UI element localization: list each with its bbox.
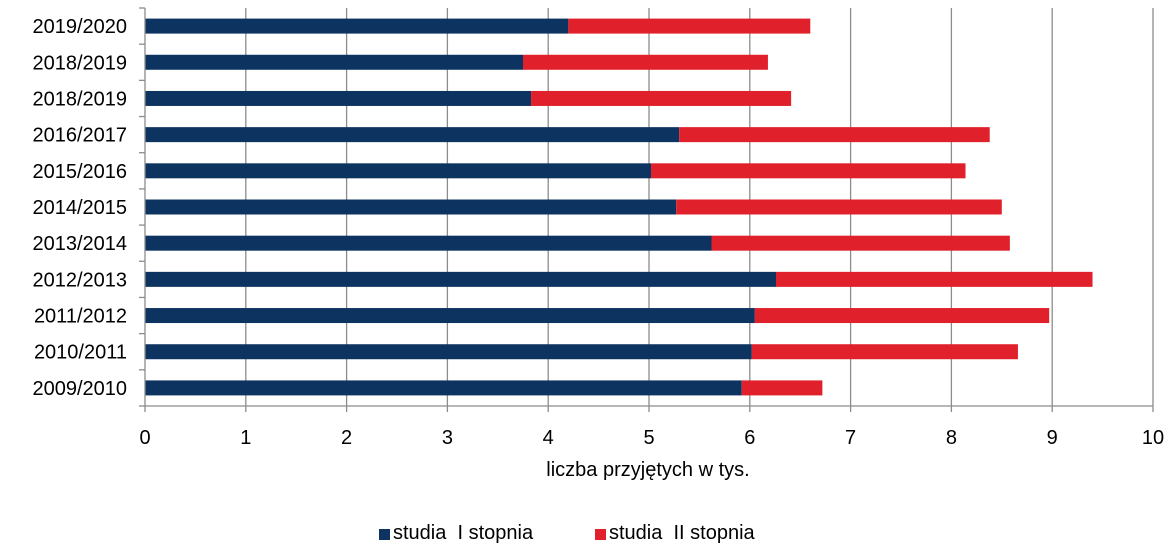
- bar-series1-2010/2011: [145, 344, 752, 360]
- y-tick-label: 2010/2011: [34, 342, 127, 364]
- bar-series1-2011/2012: [145, 308, 755, 324]
- bar-series2-2019/2020: [568, 18, 811, 34]
- bar-series1-2012/2013: [145, 271, 777, 287]
- bar-series2-2014/2015: [676, 199, 1002, 215]
- bar-series2-2010/2011: [751, 344, 1018, 360]
- bar-series1-2014/2015: [145, 199, 677, 215]
- x-tick-labels: 0 1 2 3 4 5 6 7 8 9 10: [139, 427, 1164, 449]
- bar-series1-2018/2019: [145, 54, 523, 70]
- y-tick-label: 2013/2014: [32, 233, 127, 255]
- bar-series2-2015/2016: [651, 163, 966, 179]
- x-tick-label-2: 2: [341, 427, 352, 449]
- y-tick-label: 2015/2016: [32, 161, 127, 183]
- y-tick-labels: 2019/2020 2018/2019 2018/2019 2016/2017 2015…: [32, 16, 127, 400]
- axes: [139, 7, 1154, 412]
- bar-series2-2018/2019: [523, 54, 768, 70]
- x-tick-label-4: 4: [543, 427, 554, 449]
- bar-series2-2009/2010: [741, 380, 823, 396]
- y-tick-label: 2016/2017: [32, 125, 127, 147]
- bar-series1-2009/2010: [145, 380, 742, 396]
- y-tick-label: 2011/2012: [34, 306, 127, 328]
- bar-series2-2016/2017: [679, 127, 990, 143]
- legend-label-series2: studia II stopnia: [609, 522, 756, 544]
- x-axis-title: liczba przyjętych w tys.: [546, 459, 749, 481]
- legend: studia I stopnia studia II stopnia: [379, 522, 756, 544]
- bars: [145, 18, 1093, 396]
- bar-series1-2019/2020: [145, 18, 569, 34]
- bar-series1-2015/2016: [145, 163, 652, 179]
- x-tick-label-8: 8: [946, 427, 957, 449]
- x-tick-label-3: 3: [442, 427, 453, 449]
- y-tick-label: 2009/2010: [32, 378, 127, 400]
- bar-series1-2016/2017: [145, 127, 680, 143]
- bar-series2-2013/2014: [711, 235, 1010, 251]
- x-tick-label-5: 5: [643, 427, 654, 449]
- bar-series1-2018/2019: [145, 90, 532, 106]
- legend-swatch-series2: [595, 529, 606, 540]
- y-tick-label: 2019/2020: [32, 16, 127, 38]
- x-tick-label-6: 6: [744, 427, 755, 449]
- legend-swatch-series1: [379, 529, 390, 540]
- x-tick-label-1: 1: [240, 427, 251, 449]
- x-tick-label-0: 0: [139, 427, 150, 449]
- y-tick-label: 2014/2015: [32, 197, 127, 219]
- x-tick-label-7: 7: [845, 427, 856, 449]
- bar-series2-2018/2019: [531, 90, 792, 106]
- bar-series1-2013/2014: [145, 235, 712, 251]
- x-tick-label-9: 9: [1047, 427, 1058, 449]
- x-tick-label-10: 10: [1142, 427, 1164, 449]
- bar-series2-2011/2012: [754, 308, 1050, 324]
- bar-series2-2012/2013: [776, 271, 1093, 287]
- y-tick-label: 2018/2019: [32, 88, 127, 110]
- y-tick-label: 2012/2013: [32, 269, 127, 291]
- legend-label-series1: studia I stopnia: [393, 522, 534, 544]
- y-tick-label: 2018/2019: [32, 52, 127, 74]
